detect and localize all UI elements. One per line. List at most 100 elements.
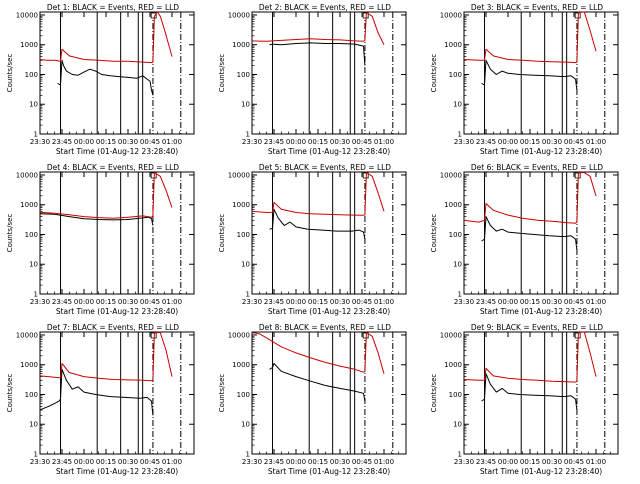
detector-1-xtick-label: 23:45: [52, 138, 72, 146]
detector-2-ytick-label: 1: [246, 131, 250, 139]
detector-2-ytick-label: 10000: [228, 11, 250, 19]
detector-2-ylabel: Counts/sec: [218, 54, 226, 93]
detector-4-xtick-label: 23:45: [52, 298, 72, 306]
detector-6-ytick-label: 100: [449, 231, 462, 239]
detector-5-lld-line: [251, 172, 385, 216]
detector-2-xlabel: Start Time (01-Aug-12 23:28:40): [268, 147, 390, 156]
detector-6-xlabel: Start Time (01-Aug-12 23:28:40): [480, 307, 602, 316]
detector-4-xtick-label: 00:15: [96, 298, 116, 306]
detector-8-chart: Det 8: BLACK = Events, RED = LLD 1 10 100 10…: [218, 323, 407, 476]
detector-3-ytick-label: 1: [458, 131, 462, 139]
detector-2-frame: [251, 11, 407, 135]
detector-6-xtick-label: 00:15: [520, 298, 540, 306]
detector-8-xtick-label: 00:15: [308, 458, 328, 466]
detector-5-ytick-label: 10000: [228, 171, 250, 179]
detector-5-xtick-label: 00:00: [286, 298, 306, 306]
detector-9-xtick-label: 01:00: [586, 458, 606, 466]
detector-7-xtick-label: 23:30: [30, 458, 50, 466]
detector-1-xtick-label: 00:45: [140, 138, 160, 146]
detector-5-xtick-label: 00:45: [352, 298, 372, 306]
detector-4-lld-line: [39, 172, 173, 219]
detector-7-xtick-label: 00:15: [96, 458, 116, 466]
detector-8-frame: [251, 331, 407, 455]
detector-4-ytick-label: 1000: [20, 201, 38, 209]
detector-3-title: Det 3: BLACK = Events, RED = LLD: [471, 3, 603, 12]
detector-2-xtick-label: 01:00: [374, 138, 394, 146]
detector-3-xlabel: Start Time (01-Aug-12 23:28:40): [480, 147, 602, 156]
detector-2-ytick-label: 1000: [232, 41, 250, 49]
detector-9-lld-line: [463, 331, 597, 383]
detector-8-ylabel: Counts/sec: [218, 374, 226, 413]
detector-4-frame: [39, 171, 195, 295]
detector-5-ytick-label: 100: [237, 231, 250, 239]
detector-7-ylabel: Counts/sec: [6, 374, 14, 413]
detector-7-ytick-label: 1: [34, 451, 38, 459]
detector-3-lld-line: [463, 11, 597, 64]
detector-3-ytick-label: 100: [449, 71, 462, 79]
detector-4-ytick-label: 1: [34, 291, 38, 299]
detector-4-xtick-label: 00:45: [140, 298, 160, 306]
detector-3-xtick-label: 00:30: [542, 138, 562, 146]
detector-9-xtick-label: 00:15: [520, 458, 540, 466]
detector-8-xtick-label: 01:00: [374, 458, 394, 466]
detector-7-xlabel: Start Time (01-Aug-12 23:28:40): [56, 467, 178, 476]
detector-2-ytick-label: 100: [237, 71, 250, 79]
detector-2-xtick-label: 00:30: [330, 138, 350, 146]
detector-6-ytick-label: 10000: [440, 171, 462, 179]
detector-1-xtick-label: 23:30: [30, 138, 50, 146]
detector-6-ytick-label: 1000: [444, 201, 462, 209]
detector-2-xtick-label: 23:45: [264, 138, 284, 146]
detector-5-xtick-label: 23:30: [242, 298, 262, 306]
detector-9-xlabel: Start Time (01-Aug-12 23:28:40): [480, 467, 602, 476]
detector-8-xtick-label: 00:00: [286, 458, 306, 466]
detector-2-title: Det 2: BLACK = Events, RED = LLD: [259, 3, 391, 12]
detector-7-title: Det 7: BLACK = Events, RED = LLD: [47, 323, 179, 332]
detector-6-ylabel: Counts/sec: [430, 214, 438, 253]
detector-6-ytick-label: 1: [458, 291, 462, 299]
detector-1-ytick-label: 10000: [16, 11, 38, 19]
detector-1-xtick-label: 01:00: [162, 138, 182, 146]
detector-5-ytick-label: 1: [246, 291, 250, 299]
detector-4-ytick-label: 10000: [16, 171, 38, 179]
detector-3-chart: Det 3: BLACK = Events, RED = LLD 1 10 100 10…: [430, 3, 619, 156]
detector-4-xtick-label: 00:30: [118, 298, 138, 306]
detector-7-xtick-label: 00:30: [118, 458, 138, 466]
detector-8-ytick-label: 1: [246, 451, 250, 459]
detector-5-events-line: [269, 208, 366, 240]
detector-8-ytick-label: 10000: [228, 331, 250, 339]
detector-8-xtick-label: 00:30: [330, 458, 350, 466]
detector-6-lld-line: [463, 172, 597, 224]
detector-4-xtick-label: 23:30: [30, 298, 50, 306]
detector-5-xtick-label: 00:15: [308, 298, 328, 306]
detector-6-xtick-label: 23:45: [476, 298, 496, 306]
detector-5-frame: [251, 171, 407, 295]
detector-7-ytick-label: 1000: [20, 361, 38, 369]
detector-8-events-line: [269, 363, 366, 402]
detector-6-events-line: [481, 216, 578, 251]
detector-9-marker: [574, 332, 581, 339]
detector-5-xtick-label: 23:45: [264, 298, 284, 306]
detector-8-xtick-label: 23:30: [242, 458, 262, 466]
detector-7-events-line: [39, 368, 154, 416]
detector-4-ytick-label: 100: [25, 231, 38, 239]
detector-1-ytick-label: 10: [29, 101, 38, 109]
detector-7-lld-line: [39, 332, 173, 382]
detector-4-ylabel: Counts/sec: [6, 214, 14, 253]
detector-9-ytick-label: 100: [449, 391, 462, 399]
detector-9-events-line: [481, 373, 578, 411]
detector-3-xtick-label: 00:00: [498, 138, 518, 146]
detector-9-ytick-label: 1000: [444, 361, 462, 369]
detector-8-marker: [362, 332, 369, 339]
detector-3-xtick-label: 23:45: [476, 138, 496, 146]
detector-2-xtick-label: 00:45: [352, 138, 372, 146]
detector-9-ytick-label: 1: [458, 451, 462, 459]
detector-1-lld-line: [39, 11, 173, 64]
detector-3-ytick-label: 10000: [440, 11, 462, 19]
detector-4-ytick-label: 10: [29, 261, 38, 269]
detector-3-ytick-label: 10: [453, 101, 462, 109]
detector-6-xtick-label: 00:45: [564, 298, 584, 306]
detector-5-ytick-label: 10: [241, 261, 250, 269]
detector-3-marker: [574, 12, 581, 19]
